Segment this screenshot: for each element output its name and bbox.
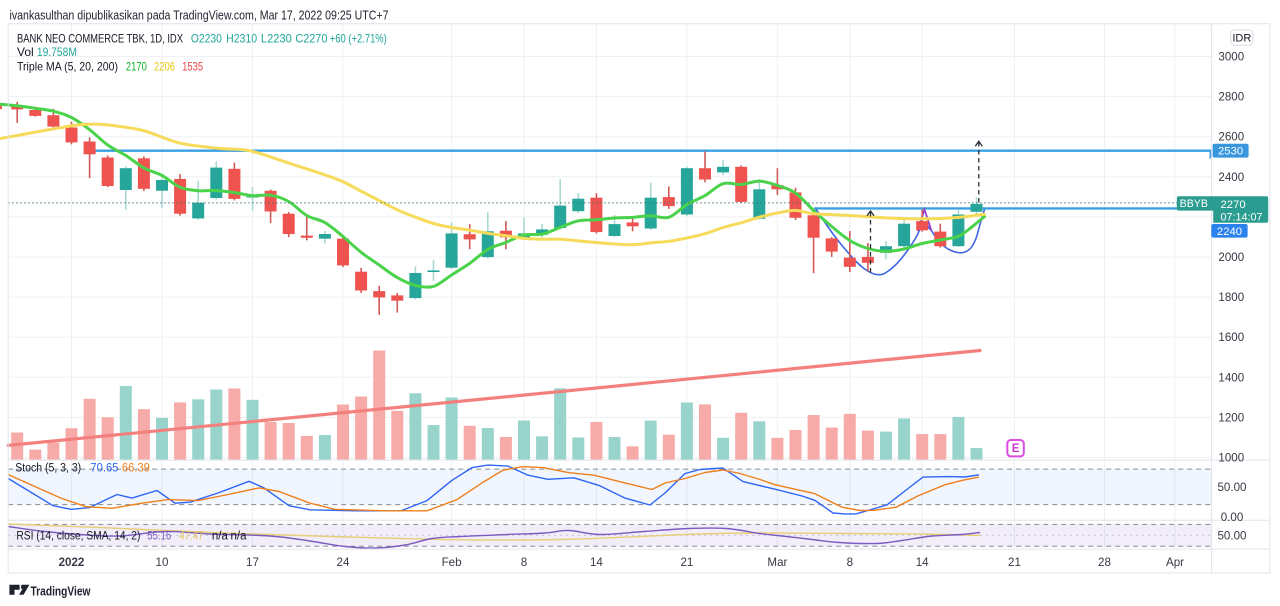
svg-text:E: E — [1012, 443, 1020, 455]
svg-text:21: 21 — [1008, 556, 1021, 569]
svg-text:55.16: 55.16 — [147, 530, 171, 542]
svg-text:70.65: 70.65 — [90, 462, 118, 474]
svg-text:50.00: 50.00 — [1217, 481, 1246, 494]
svg-text:1400: 1400 — [1218, 371, 1244, 384]
svg-text:2170: 2170 — [126, 60, 147, 74]
svg-text:n/a: n/a — [231, 530, 248, 542]
svg-text:2400: 2400 — [1218, 171, 1244, 184]
svg-text:BBYB: BBYB — [1180, 198, 1208, 210]
svg-text:C2270: C2270 — [295, 31, 327, 45]
svg-text:O2230: O2230 — [191, 31, 222, 45]
svg-text:2240: 2240 — [1217, 226, 1242, 238]
svg-text:0.00: 0.00 — [1221, 511, 1244, 524]
svg-text:+60 (+2.71%): +60 (+2.71%) — [330, 31, 387, 45]
svg-text:ivankasulthan dipublikasikan p: ivankasulthan dipublikasikan pada Tradin… — [10, 8, 389, 23]
svg-text:L2230: L2230 — [261, 31, 292, 45]
svg-text:Mar: Mar — [767, 556, 787, 569]
svg-text:1800: 1800 — [1218, 291, 1244, 304]
svg-text:H2310: H2310 — [226, 31, 257, 45]
svg-text:24: 24 — [337, 556, 350, 569]
svg-text:2270: 2270 — [1221, 199, 1246, 211]
svg-text:1600: 1600 — [1218, 331, 1244, 344]
svg-text:IDR: IDR — [1232, 32, 1251, 44]
svg-text:n/a: n/a — [212, 530, 229, 542]
svg-text:1000: 1000 — [1218, 452, 1244, 465]
svg-text:14: 14 — [590, 556, 603, 569]
svg-text:Apr: Apr — [1166, 556, 1184, 569]
svg-text:50.00: 50.00 — [1217, 529, 1246, 542]
svg-text:47.47: 47.47 — [179, 530, 203, 542]
svg-text:1535: 1535 — [182, 60, 203, 74]
svg-text:1200: 1200 — [1218, 411, 1244, 424]
svg-text:8: 8 — [521, 556, 527, 569]
svg-text:21: 21 — [680, 556, 693, 569]
svg-text:2000: 2000 — [1218, 251, 1244, 264]
svg-text:Vol: Vol — [17, 45, 34, 59]
svg-text:14: 14 — [916, 556, 929, 569]
svg-text:2022: 2022 — [59, 556, 85, 569]
svg-text:19.758M: 19.758M — [37, 45, 77, 59]
svg-text:2530: 2530 — [1218, 146, 1243, 158]
svg-text:28: 28 — [1098, 556, 1111, 569]
svg-text:Triple MA (5, 20, 200): Triple MA (5, 20, 200) — [17, 60, 118, 74]
svg-text:8: 8 — [847, 556, 853, 569]
svg-text:07:14:07: 07:14:07 — [1221, 211, 1263, 223]
svg-text:10: 10 — [156, 556, 169, 569]
svg-text:3000: 3000 — [1218, 51, 1244, 64]
svg-text:TradingView: TradingView — [31, 583, 92, 598]
svg-text:Feb: Feb — [442, 556, 462, 569]
svg-text:Stoch (5, 3, 3): Stoch (5, 3, 3) — [15, 462, 81, 474]
svg-text:17: 17 — [246, 556, 259, 569]
svg-text:66.39: 66.39 — [122, 462, 150, 474]
svg-text:BANK NEO COMMERCE TBK, 1D, IDX: BANK NEO COMMERCE TBK, 1D, IDX — [17, 31, 183, 45]
svg-text:RSI (14, close, SMA, 14, 2): RSI (14, close, SMA, 14, 2) — [16, 530, 140, 542]
svg-text:2600: 2600 — [1218, 131, 1244, 144]
svg-text:2206: 2206 — [154, 60, 175, 74]
svg-text:2800: 2800 — [1218, 91, 1244, 104]
